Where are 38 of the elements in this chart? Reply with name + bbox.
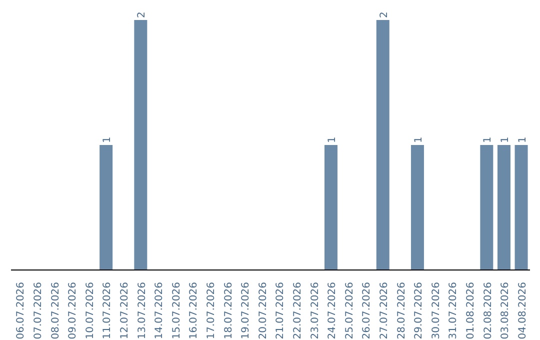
x-tick-label: 25.07.2026 [344, 282, 356, 340]
data-label: 1 [517, 136, 528, 143]
x-tick-label: 29.07.2026 [414, 282, 425, 340]
x-tick-label: 03.08.2026 [500, 282, 512, 340]
x-tick-label: 23.07.2026 [310, 282, 321, 340]
x-tick-label: 24.07.2026 [327, 282, 338, 340]
x-tick-label: 04.08.2026 [517, 282, 528, 340]
x-tick-label: 06.07.2026 [16, 282, 27, 340]
data-label: 2 [136, 12, 148, 18]
x-tick-label: 19.07.2026 [240, 282, 252, 340]
x-tick-label: 20.07.2026 [258, 282, 269, 340]
data-label: 1 [500, 136, 511, 143]
x-tick-label: 26.07.2026 [362, 282, 373, 340]
x-tick-label: 27.07.2026 [378, 282, 390, 340]
data-label: 1 [326, 136, 338, 143]
x-tick-label: 08.07.2026 [50, 282, 62, 340]
data-label: 2 [378, 12, 390, 18]
x-tick-label: 02.08.2026 [482, 282, 494, 340]
x-tick-label: 16.07.2026 [188, 282, 200, 340]
data-label: 1 [482, 136, 494, 143]
data-label: 1 [413, 136, 424, 143]
x-tick-label: 09.07.2026 [68, 282, 79, 340]
x-tick-label: 01.08.2026 [465, 282, 476, 340]
x-tick-label: 13.07.2026 [136, 282, 148, 340]
data-label: 1 [102, 136, 114, 143]
x-tick-label: 21.07.2026 [275, 282, 286, 340]
x-tick-label: 18.07.2026 [223, 282, 234, 340]
x-tick-label: 12.07.2026 [119, 282, 130, 340]
x-tick-label: 28.07.2026 [396, 282, 408, 340]
x-tick-label: 10.07.2026 [84, 282, 96, 340]
x-tick-label: 15.07.2026 [171, 282, 182, 340]
x-tick-label: 17.07.2026 [206, 282, 217, 340]
x-tick-label: 14.07.2026 [154, 282, 166, 340]
x-tick-label: 22.07.2026 [292, 282, 304, 340]
x-tick-label: 30.07.2026 [430, 282, 442, 340]
x-tick-label: 07.07.2026 [32, 282, 44, 340]
x-tick-label: 31.07.2026 [448, 282, 460, 340]
x-tick-label: 11.07.2026 [102, 282, 114, 340]
